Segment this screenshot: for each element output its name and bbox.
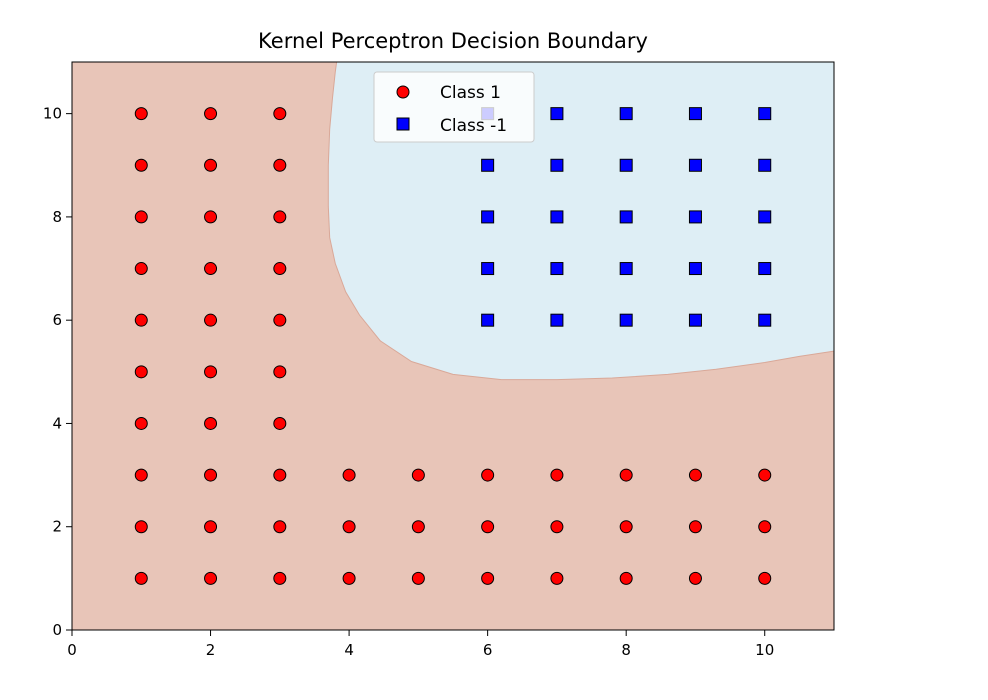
class-1-point (411, 468, 425, 482)
class-minus-1-point (688, 313, 702, 327)
legend-marker-class-1 (396, 85, 410, 99)
legend-label-class-1: Class 1 (440, 83, 501, 103)
class-1-point (134, 365, 148, 379)
class-minus-1-point (619, 313, 633, 327)
class-minus-1-point (550, 107, 564, 121)
x-tick-label: 8 (621, 641, 631, 659)
class-1-point (134, 520, 148, 534)
class-1-point (619, 468, 633, 482)
class-minus-1-point (758, 158, 772, 172)
x-tick-label: 10 (755, 641, 774, 659)
class-1-point (273, 468, 287, 482)
class-minus-1-point (688, 107, 702, 121)
class-1-point (411, 571, 425, 585)
class-1-point (204, 262, 218, 276)
class-minus-1-point (619, 107, 633, 121)
x-tick-label: 4 (344, 641, 354, 659)
y-tick-label: 2 (52, 518, 62, 536)
class-1-point (204, 107, 218, 121)
x-tick-label: 6 (483, 641, 493, 659)
class-1-point (273, 520, 287, 534)
y-tick-label: 8 (52, 208, 62, 226)
class-1-point (134, 107, 148, 121)
class-1-point (134, 262, 148, 276)
x-tick-label: 2 (206, 641, 216, 659)
class-minus-1-point (688, 262, 702, 276)
class-1-point (481, 468, 495, 482)
class-1-point (204, 520, 218, 534)
x-axis: 0 2 4 6 8 10 (67, 630, 774, 659)
class-1-point (481, 571, 495, 585)
plot-frame (71, 61, 835, 631)
class-1-point (204, 571, 218, 585)
legend-marker-class-minus-1 (396, 117, 410, 131)
class-minus-1-point (550, 158, 564, 172)
x-tick-label: 0 (67, 641, 77, 659)
class-minus-1-point (619, 158, 633, 172)
class-1-point (619, 520, 633, 534)
class-1-point (273, 210, 287, 224)
class-1-point (134, 571, 148, 585)
class-1-point (134, 158, 148, 172)
class-minus-1-point (758, 107, 772, 121)
class-1-point (619, 571, 633, 585)
y-axis: 0 2 4 6 8 10 (43, 105, 72, 639)
chart-title: Kernel Perceptron Decision Boundary (258, 29, 648, 53)
class-1-point (273, 571, 287, 585)
class-1-point (688, 468, 702, 482)
class-1-point (342, 520, 356, 534)
class-minus-1-point (619, 210, 633, 224)
class-1-point (758, 520, 772, 534)
class-1-point (204, 468, 218, 482)
class-1-point (134, 210, 148, 224)
legend-box (373, 71, 535, 143)
legend-label-class-minus-1: Class -1 (440, 116, 507, 136)
y-tick-label: 10 (43, 105, 62, 123)
class-1-point (758, 571, 772, 585)
class-1-point (688, 520, 702, 534)
class-1-point (550, 520, 564, 534)
class-1-point (481, 520, 495, 534)
class-minus-1-point (481, 262, 495, 276)
class-minus-1-point (481, 210, 495, 224)
class-1-point (342, 468, 356, 482)
class-1-point (134, 313, 148, 327)
scatter-points (134, 107, 772, 585)
class-minus-1-point (758, 262, 772, 276)
class-1-point (550, 571, 564, 585)
class-1-point (134, 416, 148, 430)
class-minus-1-point (481, 158, 495, 172)
class-1-point (758, 468, 772, 482)
y-tick-label: 0 (52, 621, 62, 639)
class-minus-1-point (688, 210, 702, 224)
legend: Class 1 Class -1 (373, 71, 535, 143)
class-minus-1-point (688, 158, 702, 172)
class-1-point (273, 262, 287, 276)
class-minus-1-point (550, 262, 564, 276)
class-1-point (273, 365, 287, 379)
class-1-point (411, 520, 425, 534)
class-1-point (204, 158, 218, 172)
y-tick-label: 6 (52, 311, 62, 329)
class-minus-1-point (550, 313, 564, 327)
class-1-point (273, 416, 287, 430)
class-1-point (688, 571, 702, 585)
class-minus-1-point (758, 210, 772, 224)
class-1-point (134, 468, 148, 482)
class-minus-1-point (481, 313, 495, 327)
class-minus-1-point (758, 313, 772, 327)
class-1-point (204, 365, 218, 379)
class-minus-1-point (619, 262, 633, 276)
class-minus-1-point (550, 210, 564, 224)
class-1-point (204, 210, 218, 224)
class-1-point (550, 468, 564, 482)
class-1-point (273, 107, 287, 121)
class-1-point (273, 313, 287, 327)
class-1-point (342, 571, 356, 585)
y-tick-label: 4 (52, 414, 62, 432)
class-1-point (204, 313, 218, 327)
class-1-point (204, 416, 218, 430)
class-1-point (273, 158, 287, 172)
